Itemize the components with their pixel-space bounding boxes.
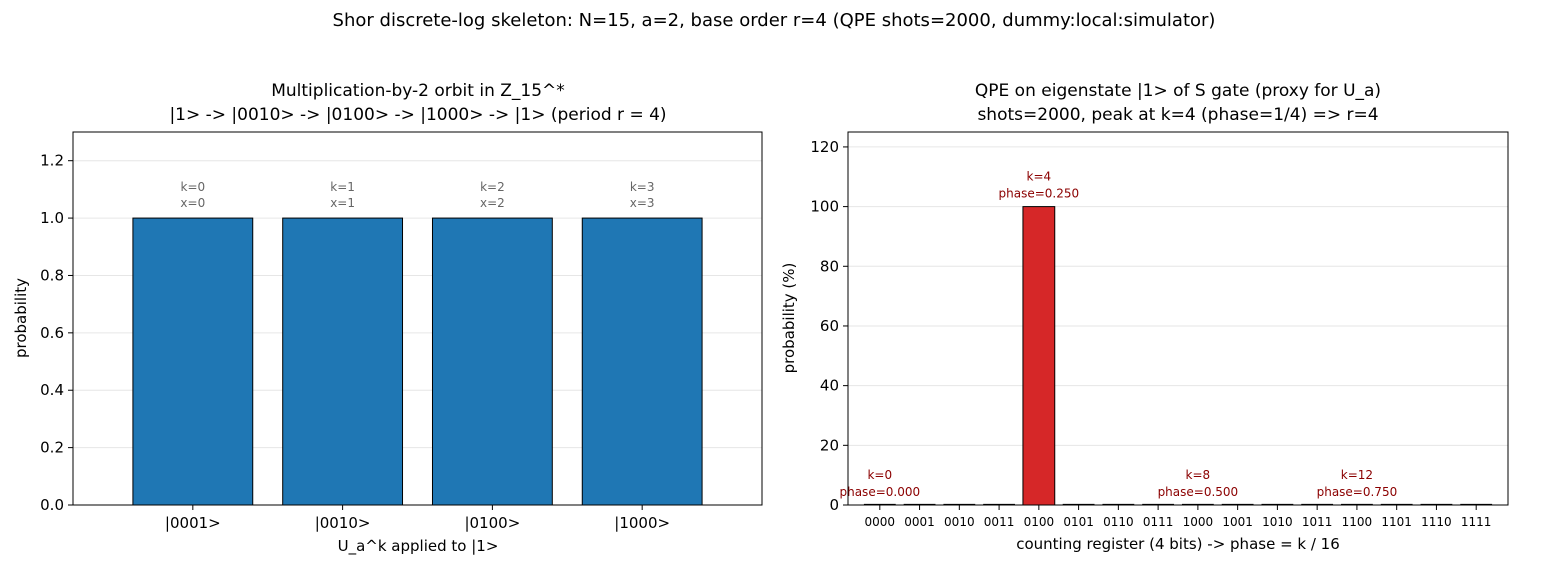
l-y-tick-label: 1.0 <box>40 209 64 227</box>
r-x-tick-label: 0101 <box>1063 515 1094 529</box>
l-y-tick-label: 0.0 <box>40 496 64 514</box>
r-y-tick-label: 40 <box>820 377 839 395</box>
left-chart-annotations: k=0 x=0k=1 x=1k=2 x=2k=3 x=3 <box>180 180 654 210</box>
r-x-tick-label: 1011 <box>1302 515 1333 529</box>
l-bar-annotation: k=2 x=2 <box>480 180 505 210</box>
l-bar-annotation: k=3 x=3 <box>630 180 655 210</box>
r-x-tick-label: 0100 <box>1024 515 1055 529</box>
l-y-tick-label: 0.2 <box>40 439 64 457</box>
left-chart-title-line-2: |1> -> |0010> -> |0100> -> |1000> -> |1>… <box>169 105 666 125</box>
r-x-tick-label: 0011 <box>984 515 1015 529</box>
l-bar-annotation: k=1 x=1 <box>330 180 355 210</box>
r-bar-annotation-line: phase=0.250 <box>999 187 1080 201</box>
l-x-tick-label: |0100> <box>464 514 520 532</box>
r-x-tick-label: 0010 <box>944 515 975 529</box>
left-chart-bars <box>132 217 703 506</box>
l-x-tick-label: |0001> <box>165 514 221 532</box>
left-chart: Multiplication-by-2 orbit in Z_15^* |1> … <box>12 81 763 556</box>
l-y-tick-label: 0.4 <box>40 381 64 399</box>
l-y-tick-label: 0.6 <box>40 324 64 342</box>
l-bar-annotation: k=0 x=0 <box>180 180 205 210</box>
r-bar-annotation-line: k=12 <box>1341 468 1373 482</box>
r-x-tick-label: 0000 <box>865 515 896 529</box>
r-x-tick-label: 1001 <box>1222 515 1253 529</box>
r-x-tick-label: 1000 <box>1183 515 1214 529</box>
l-x-tick-label: |0010> <box>315 514 371 532</box>
r-y-tick-label: 100 <box>810 198 839 216</box>
r-x-tick-label: 0111 <box>1143 515 1174 529</box>
l-bar-0010 <box>282 217 404 506</box>
r-x-tick-label: 1010 <box>1262 515 1293 529</box>
figure-suptitle: Shor discrete-log skeleton: N=15, a=2, b… <box>333 10 1216 31</box>
right-chart-y-ticks: 0 20 40 60 80 100 120 <box>810 138 848 514</box>
l-bar-annotation-line: k=2 <box>480 180 505 194</box>
r-bar-annotation-line: phase=0.000 <box>839 485 920 499</box>
left-chart-x-axis-label: U_a^k applied to |1> <box>338 537 499 556</box>
l-bar-annotation-line: k=0 <box>181 180 206 194</box>
r-bar-annotation: k=0 phase=0.000 <box>839 468 920 499</box>
r-y-tick-label: 0 <box>829 496 839 514</box>
r-y-tick-label: 20 <box>820 436 839 454</box>
l-bar-0001 <box>132 217 254 506</box>
r-bar-annotation: k=4 phase=0.250 <box>999 170 1080 201</box>
r-bar-0100 <box>1022 206 1056 506</box>
left-chart-y-axis-label: probability <box>12 278 30 358</box>
l-bar-annotation-line: k=3 <box>630 180 655 194</box>
r-y-tick-label: 80 <box>820 257 839 275</box>
right-chart-plot-frame <box>847 131 1509 506</box>
r-bar-annotation: k=12 phase=0.750 <box>1317 468 1398 499</box>
r-bar-annotation: k=8 phase=0.500 <box>1158 468 1239 499</box>
left-chart-title-line-1: Multiplication-by-2 orbit in Z_15^* <box>271 81 565 101</box>
l-bar-annotation-line: k=1 <box>330 180 355 194</box>
right-chart-x-ticks: 0000 0001 0010 0011 0100 0101 0110 0111 1000 1001… <box>865 505 1492 529</box>
r-bar-annotation-line: k=8 <box>1186 468 1211 482</box>
l-x-tick-label: |1000> <box>614 514 670 532</box>
left-chart-plot-frame <box>72 131 763 506</box>
right-chart-annotations: k=0 phase=0.000 k=4 phase=0.250 k=8 phase=0.5… <box>839 170 1397 499</box>
l-y-tick-label: 0.8 <box>40 266 64 284</box>
left-chart-x-ticks: |0001> |0010> |0100> |1000> <box>165 505 670 532</box>
r-x-tick-label: 1110 <box>1421 515 1452 529</box>
l-bar-1000 <box>581 217 703 506</box>
r-y-tick-label: 120 <box>810 138 839 156</box>
r-bar-annotation-line: k=0 <box>867 468 892 482</box>
right-chart-y-axis-label: probability (%) <box>780 263 798 374</box>
r-bar-annotation-line: k=4 <box>1027 170 1052 184</box>
r-x-tick-label: 0001 <box>904 515 935 529</box>
right-chart-title-line-2: shots=2000, peak at k=4 (phase=1/4) => r… <box>977 105 1378 125</box>
right-chart: QPE on eigenstate |1> of S gate (proxy f… <box>780 81 1509 553</box>
l-bar-annotation-line: x=2 <box>480 196 505 210</box>
r-x-tick-label: 1101 <box>1381 515 1412 529</box>
r-x-tick-label: 0110 <box>1103 515 1134 529</box>
r-x-tick-label: 1100 <box>1342 515 1373 529</box>
left-chart-y-ticks: 0.0 0.2 0.4 0.6 0.8 1.0 1.2 <box>40 152 73 514</box>
r-bar-annotation-line: phase=0.500 <box>1158 485 1239 499</box>
l-bar-annotation-line: x=1 <box>330 196 355 210</box>
l-bar-0100 <box>431 217 553 506</box>
r-x-tick-label: 1111 <box>1461 515 1492 529</box>
l-bar-annotation-line: x=0 <box>180 196 205 210</box>
l-bar-annotation-line: x=3 <box>630 196 655 210</box>
l-y-tick-label: 1.2 <box>40 152 64 170</box>
right-chart-title-line-1: QPE on eigenstate |1> of S gate (proxy f… <box>975 81 1381 101</box>
r-y-tick-label: 60 <box>820 317 839 335</box>
right-chart-x-axis-label: counting register (4 bits) -> phase = k … <box>1016 535 1340 553</box>
r-bar-annotation-line: phase=0.750 <box>1317 485 1398 499</box>
